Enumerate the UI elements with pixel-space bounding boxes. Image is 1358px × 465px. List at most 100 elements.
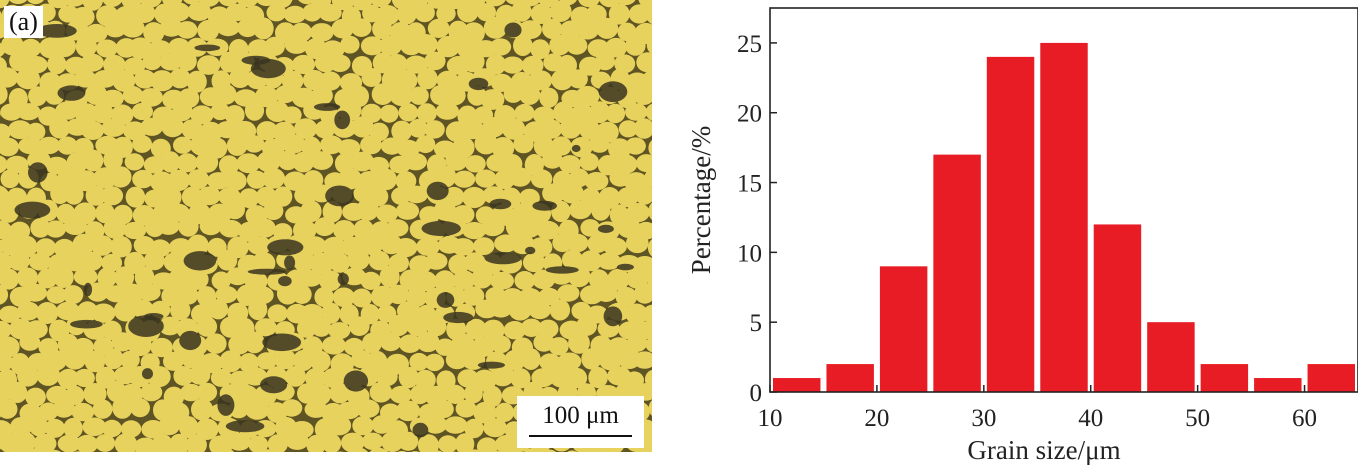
grain bbox=[520, 318, 543, 337]
grain bbox=[294, 118, 318, 139]
grain bbox=[586, 451, 595, 452]
dark-phase-region bbox=[247, 268, 287, 275]
grain bbox=[318, 4, 342, 22]
grain bbox=[398, 103, 419, 122]
grain bbox=[138, 283, 161, 301]
grain bbox=[132, 135, 153, 153]
grain bbox=[144, 189, 164, 208]
grain bbox=[46, 286, 67, 304]
grain bbox=[75, 35, 97, 58]
grain bbox=[274, 85, 296, 104]
grain bbox=[224, 199, 245, 220]
grain bbox=[445, 149, 469, 171]
grain bbox=[220, 316, 241, 338]
bar-55-60 bbox=[1254, 378, 1302, 392]
grain bbox=[248, 298, 268, 321]
grain bbox=[255, 85, 279, 108]
grain bbox=[457, 0, 479, 23]
x-tick-label: 10 bbox=[758, 405, 783, 432]
grain bbox=[82, 417, 107, 437]
grain bbox=[518, 83, 541, 105]
grain bbox=[104, 19, 127, 38]
grain bbox=[255, 0, 278, 7]
grain bbox=[53, 266, 74, 289]
grain bbox=[267, 434, 288, 452]
grain bbox=[533, 134, 554, 157]
dark-phase-region bbox=[36, 24, 77, 38]
grain bbox=[557, 284, 580, 302]
grain bbox=[93, 70, 117, 88]
grain bbox=[645, 103, 652, 121]
grain bbox=[628, 4, 650, 24]
grain bbox=[131, 102, 153, 121]
grain bbox=[424, 120, 445, 139]
grain bbox=[103, 54, 126, 76]
grain bbox=[254, 318, 277, 337]
grain bbox=[529, 237, 553, 258]
grain bbox=[635, 447, 652, 452]
grain bbox=[322, 336, 346, 355]
grain bbox=[273, 186, 293, 207]
grain bbox=[16, 103, 41, 121]
grain bbox=[139, 88, 163, 107]
grain bbox=[475, 169, 497, 188]
grain bbox=[0, 169, 20, 189]
grain bbox=[311, 317, 332, 337]
grain bbox=[85, 83, 107, 105]
grain bbox=[215, 286, 238, 304]
grain bbox=[461, 286, 485, 306]
grain bbox=[163, 386, 185, 408]
grain bbox=[177, 51, 197, 71]
dark-phase-region bbox=[194, 44, 221, 52]
dark-phase-region bbox=[179, 330, 202, 351]
grain bbox=[644, 168, 652, 188]
grain bbox=[122, 86, 143, 105]
dark-phase-region bbox=[532, 200, 557, 211]
grain bbox=[36, 302, 59, 324]
grain bbox=[514, 103, 535, 122]
grain bbox=[519, 188, 540, 208]
grain bbox=[580, 219, 600, 237]
grain bbox=[218, 155, 239, 176]
grain bbox=[101, 89, 124, 108]
grain bbox=[227, 432, 251, 451]
grain bbox=[361, 233, 384, 256]
grain bbox=[414, 3, 435, 23]
grain bbox=[140, 383, 163, 402]
grain bbox=[197, 19, 220, 41]
plot-frame bbox=[769, 7, 1358, 393]
grain bbox=[410, 451, 420, 452]
grain bbox=[436, 370, 456, 391]
grain bbox=[314, 287, 334, 307]
grain bbox=[120, 420, 142, 438]
grain bbox=[605, 37, 627, 58]
grain bbox=[251, 252, 276, 275]
x-tick-label: 60 bbox=[1292, 405, 1317, 432]
grain bbox=[397, 450, 407, 452]
grain bbox=[23, 283, 47, 302]
grain bbox=[25, 387, 46, 407]
grain bbox=[219, 219, 243, 238]
grain bbox=[331, 18, 354, 39]
grain bbox=[187, 169, 209, 190]
grain bbox=[190, 105, 214, 125]
grain bbox=[91, 235, 114, 256]
grain bbox=[536, 220, 560, 240]
grain bbox=[442, 85, 466, 106]
grain bbox=[566, 233, 589, 253]
grain bbox=[375, 367, 398, 387]
grain bbox=[0, 399, 18, 419]
dark-phase-region bbox=[468, 77, 489, 91]
grain bbox=[97, 267, 117, 289]
grain bbox=[57, 136, 78, 155]
grain bbox=[188, 365, 211, 385]
grain bbox=[538, 287, 560, 306]
grain bbox=[102, 419, 122, 438]
grain bbox=[633, 85, 652, 105]
grain bbox=[410, 384, 430, 405]
grain bbox=[539, 87, 559, 108]
grain bbox=[376, 204, 398, 223]
bar-10-15 bbox=[773, 378, 821, 392]
dark-phase-region bbox=[504, 22, 522, 38]
grain bbox=[205, 333, 227, 354]
